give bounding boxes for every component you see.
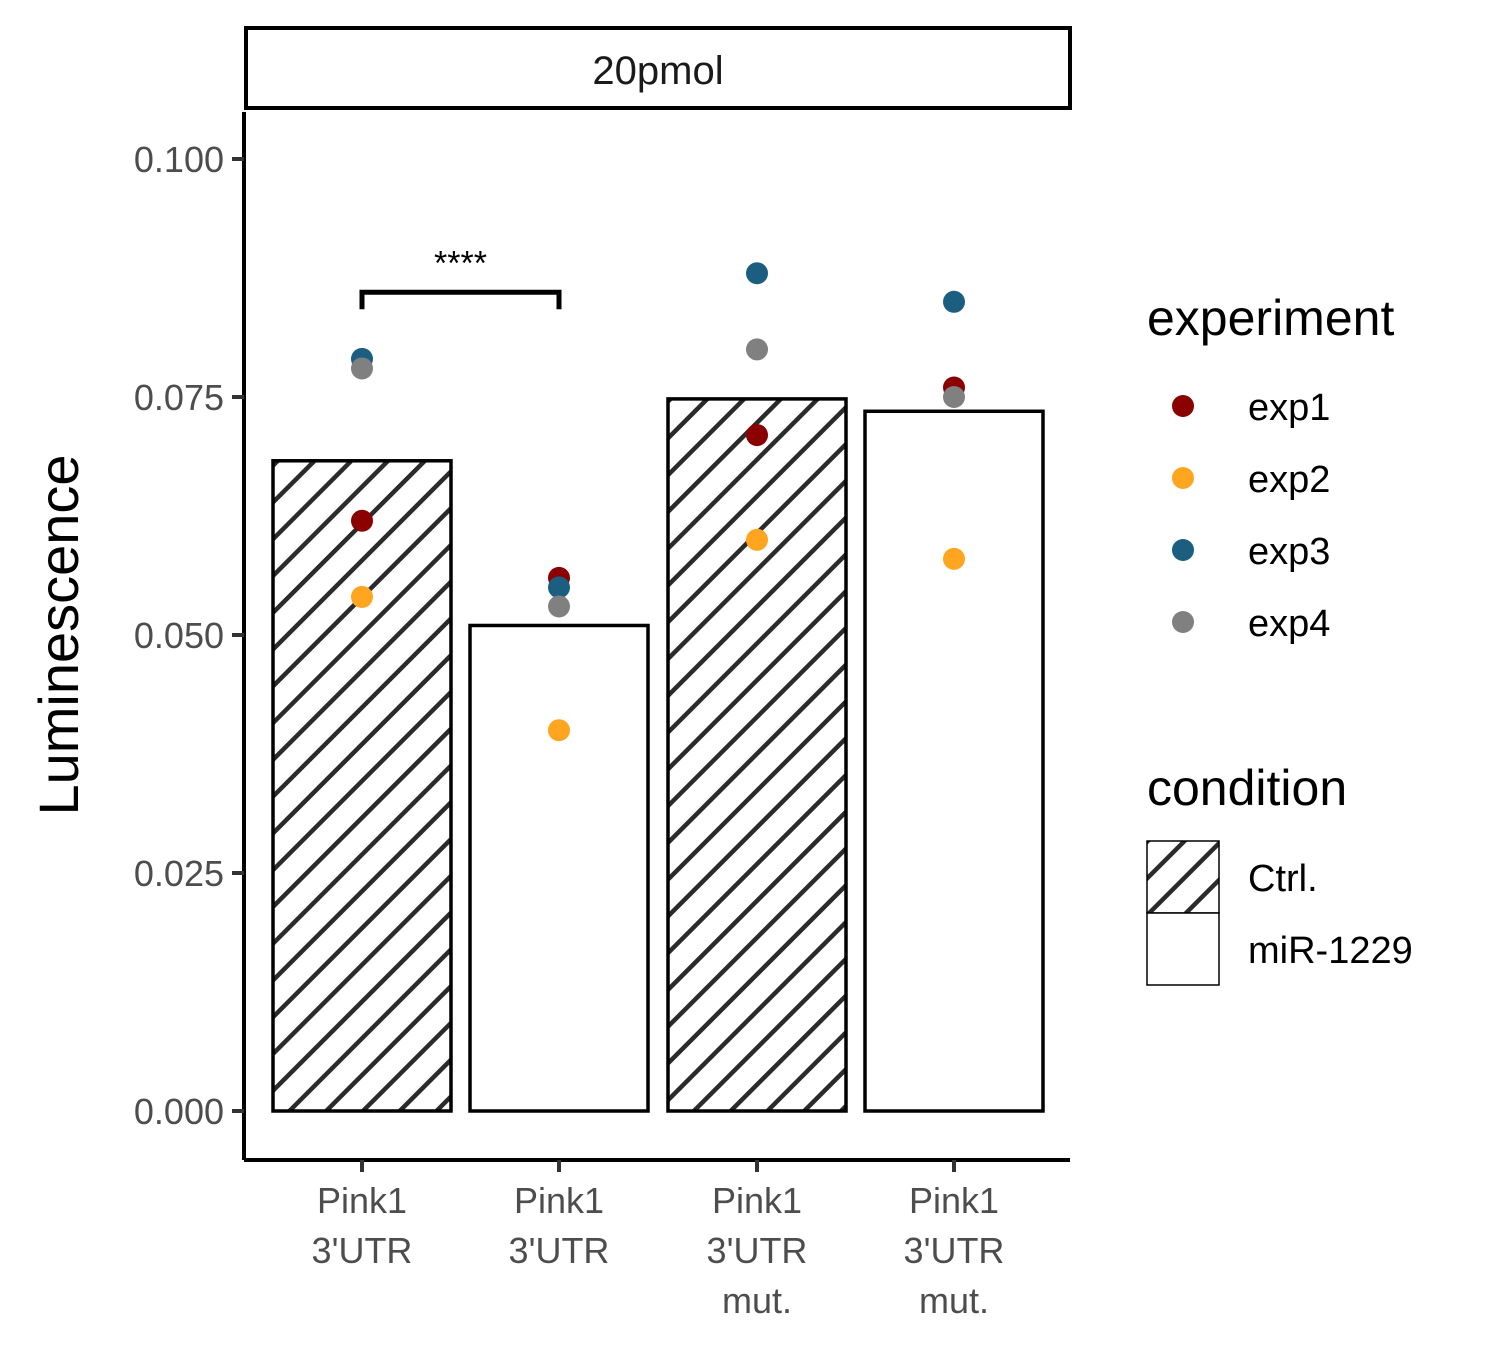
y-axis-title: Luminescence <box>27 454 90 815</box>
y-tick-label: 0.100 <box>134 139 224 180</box>
x-tick-label: Pink1 3'UTR <box>312 1180 413 1271</box>
data-point <box>943 290 965 313</box>
legend-label-exp1: exp1 <box>1248 387 1330 429</box>
legend-key-exp3 <box>1172 539 1194 561</box>
legend-label-exp4: exp4 <box>1248 603 1330 645</box>
y-tick-label: 0.075 <box>134 377 224 418</box>
bar <box>271 459 453 1113</box>
data-point <box>943 547 965 570</box>
data-point <box>943 386 965 408</box>
data-points <box>351 262 965 742</box>
data-point <box>746 424 768 447</box>
legend-label-condition: miR-1229 <box>1248 930 1413 972</box>
y-tick-label: 0.025 <box>134 853 224 894</box>
y-tick-label: 0.050 <box>134 615 224 656</box>
facet-strip <box>244 26 1072 110</box>
significance-bracket: **** <box>359 244 562 310</box>
data-point <box>548 719 570 742</box>
x-tick-label: Pink1 3'UTR mut. <box>707 1180 808 1321</box>
legend-title-condition: condition <box>1147 760 1347 816</box>
legend-label-exp2: exp2 <box>1248 459 1330 501</box>
legend-label-condition: Ctrl. <box>1248 858 1318 900</box>
legend-key-exp1 <box>1172 395 1194 417</box>
data-point <box>351 585 373 608</box>
legend-experiment: experiment exp1 exp2 exp3 exp4 <box>1147 290 1394 645</box>
legend-condition: condition Ctrl. miR-1229 <box>1146 760 1413 986</box>
data-point <box>746 528 768 551</box>
legend-label-exp3: exp3 <box>1248 531 1330 573</box>
data-point <box>548 595 570 618</box>
x-tick-label: Pink1 3'UTR <box>509 1180 610 1271</box>
legend-key-condition <box>1146 840 1220 914</box>
bars <box>271 397 1045 1113</box>
bar <box>666 397 848 1113</box>
legend-key-condition <box>1146 912 1220 986</box>
facet-label: 20pmol <box>592 49 723 93</box>
data-point <box>746 262 768 285</box>
legend-key-exp2 <box>1172 467 1194 489</box>
y-tick-label: 0.000 <box>134 1091 224 1132</box>
bar <box>863 409 1045 1113</box>
data-point <box>351 357 373 380</box>
x-tick-label: Pink1 3'UTR mut. <box>904 1180 1005 1321</box>
legend-title-experiment: experiment <box>1147 290 1394 346</box>
data-point <box>351 509 373 532</box>
legend-key-exp4 <box>1172 611 1194 633</box>
bar <box>468 623 650 1113</box>
significance-line <box>359 289 562 310</box>
data-point <box>746 338 768 361</box>
y-axis: 0.000 0.025 0.050 0.075 0.100 <box>134 112 246 1160</box>
x-axis: Pink1 3'UTR Pink1 3'UTR Pink1 3'UTR mut. Pink1 3… <box>244 1158 1070 1321</box>
significance-label: **** <box>434 244 487 282</box>
data-point <box>548 576 570 599</box>
